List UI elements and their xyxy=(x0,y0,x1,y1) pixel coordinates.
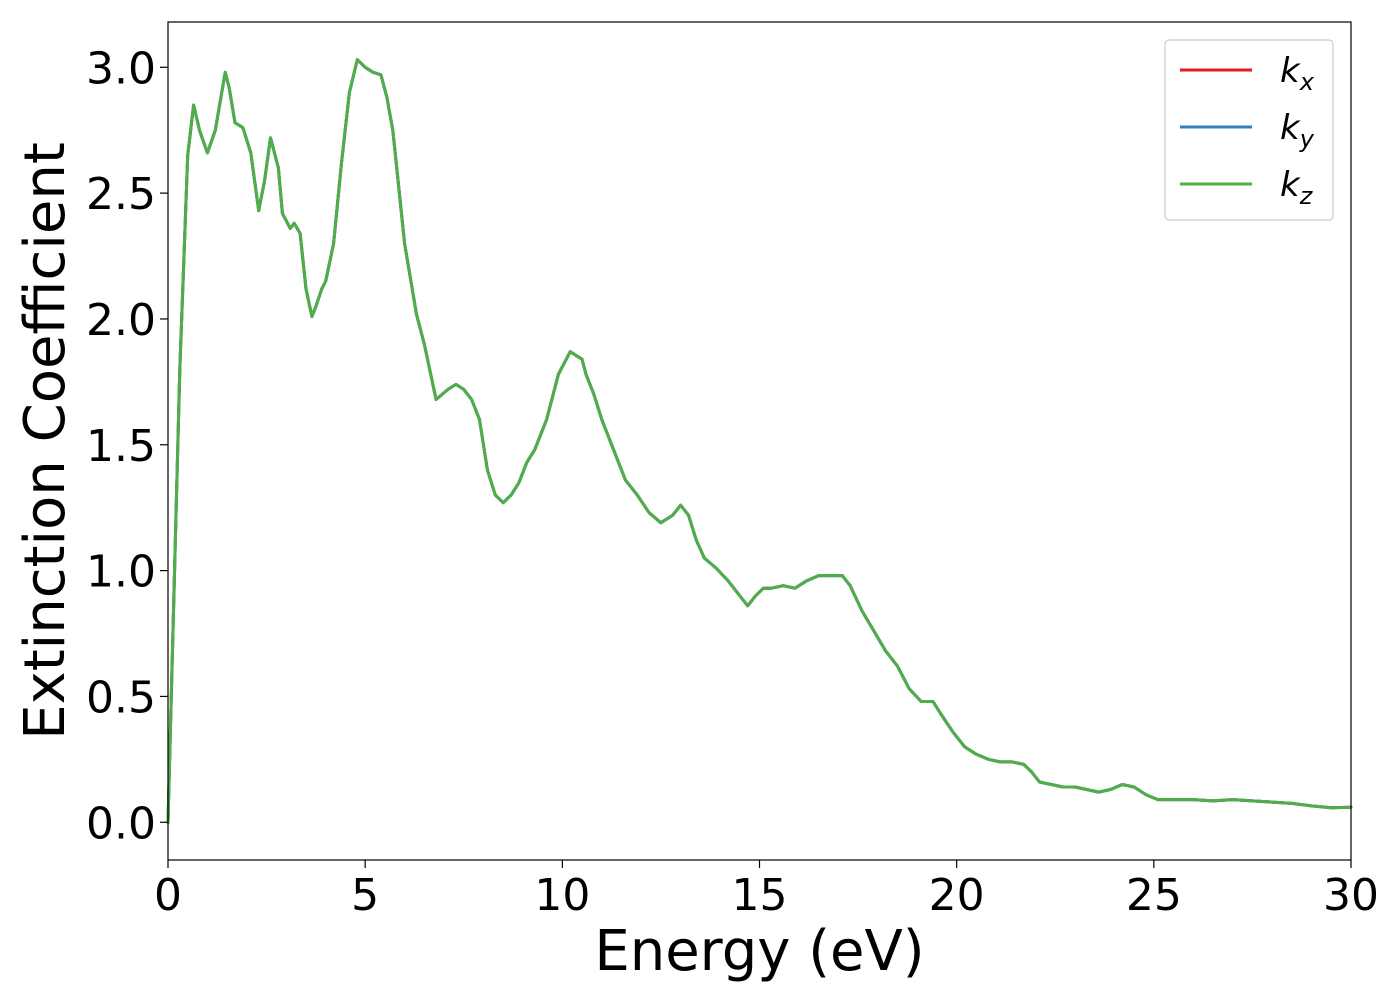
y-tick-label: 1.0 xyxy=(86,547,156,598)
legend-label-kx: kx xyxy=(1280,51,1315,96)
x-tick-label: 20 xyxy=(929,870,985,921)
legend-label-base: k xyxy=(1280,51,1301,91)
legend-box xyxy=(1164,39,1334,221)
legend-label-subscript: x xyxy=(1299,68,1315,96)
series-line-kz xyxy=(166,58,1353,824)
x-tick-label: 25 xyxy=(1126,870,1182,921)
x-tick-label: 15 xyxy=(732,870,788,921)
y-tick-label: 0.5 xyxy=(86,672,156,723)
legend-label-subscript: y xyxy=(1299,125,1315,153)
x-axis-title: Energy (eV) xyxy=(594,919,924,984)
x-axis: 0 5 10 15 20 25 30 xyxy=(154,860,1379,921)
legend-label-base: k xyxy=(1280,165,1301,205)
x-tick-label: 0 xyxy=(154,870,182,921)
y-tick-label: 1.5 xyxy=(86,421,156,472)
legend-label-ky: ky xyxy=(1280,108,1315,153)
y-axis-title: Extinction Coefficient xyxy=(13,142,78,740)
y-tick-label: 2.0 xyxy=(86,295,156,346)
y-axis: 0.0 0.5 1.0 1.5 2.0 2.5 3.0 xyxy=(86,43,168,849)
y-tick-label: 0.0 xyxy=(86,798,156,849)
legend-label-base: k xyxy=(1280,108,1301,148)
y-tick-label: 3.0 xyxy=(86,43,156,94)
x-tick-label: 10 xyxy=(534,870,590,921)
y-tick-label: 2.5 xyxy=(86,169,156,220)
legend-label-subscript: z xyxy=(1299,182,1314,210)
x-tick-label: 30 xyxy=(1323,870,1379,921)
legend-label-kz: kz xyxy=(1280,165,1314,210)
x-tick-label: 5 xyxy=(351,870,379,921)
plot-area xyxy=(166,58,1353,824)
